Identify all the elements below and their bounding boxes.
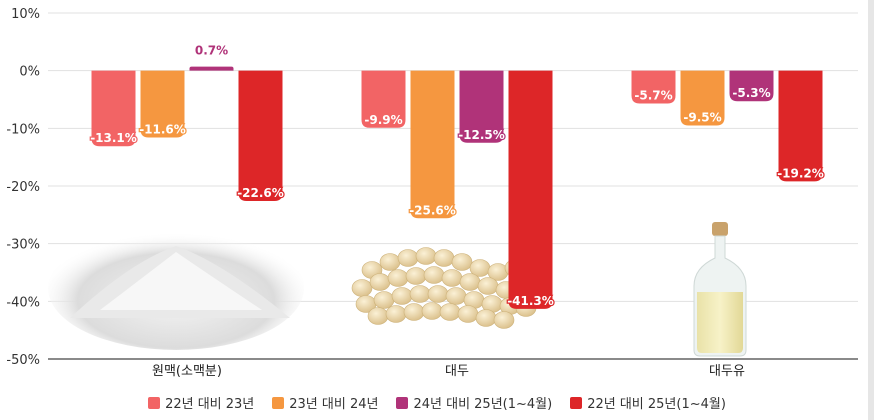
x-tick-label: 대두유: [709, 364, 745, 379]
bar: [459, 70, 504, 143]
bar: [189, 66, 234, 71]
legend-item: 22년 대비 25년(1~4월): [570, 393, 726, 412]
legend-item: 22년 대비 23년: [148, 393, 254, 412]
bar: [140, 70, 185, 138]
scrollbar-track[interactable]: [868, 0, 874, 420]
data-label: -41.3%: [507, 294, 554, 308]
data-label: -13.1%: [90, 131, 137, 145]
data-label: -12.5%: [458, 128, 505, 142]
x-tick-label: 원맥(소맥분): [152, 364, 222, 379]
flour-pile-image: [48, 226, 304, 350]
legend-swatch: [396, 396, 409, 409]
y-tick-label: 10%: [11, 7, 40, 22]
bar: [631, 70, 676, 104]
y-tick-label: -40%: [6, 295, 40, 310]
legend-label: 22년 대비 23년: [165, 397, 255, 412]
data-label: 0.7%: [195, 44, 228, 58]
y-tick-label: -30%: [6, 238, 40, 253]
data-label: -9.5%: [683, 110, 721, 124]
y-tick-label: -10%: [6, 122, 40, 137]
legend-swatch: [570, 396, 583, 409]
bar: [778, 70, 823, 182]
legend-item: 23년 대비 24년: [272, 393, 378, 412]
data-label: -22.6%: [237, 186, 284, 200]
y-tick-label: -50%: [6, 353, 40, 368]
x-tick-label: 대두: [445, 364, 469, 379]
bar: [410, 70, 455, 219]
legend-swatch: [272, 396, 285, 409]
data-label: -25.6%: [409, 203, 456, 217]
legend-label: 23년 대비 24년: [289, 397, 379, 412]
bar: [508, 70, 553, 309]
bar: [238, 70, 283, 201]
y-tick-label: 0%: [19, 65, 40, 80]
bar: [680, 70, 725, 126]
legend-label: 24년 대비 25년(1~4월): [413, 397, 553, 412]
y-tick-label: -20%: [6, 180, 40, 195]
oil-bottle-image: [693, 222, 747, 357]
data-label: -5.7%: [634, 89, 672, 103]
legend-label: 22년 대비 25년(1~4월): [587, 397, 726, 412]
data-label: -11.6%: [139, 123, 186, 137]
bar: [361, 70, 406, 128]
data-label: -5.3%: [732, 86, 770, 100]
soybeans-image: [351, 247, 547, 329]
data-label: -9.9%: [364, 113, 402, 127]
data-label: -19.2%: [777, 166, 824, 180]
legend-item: 24년 대비 25년(1~4월): [396, 393, 552, 412]
bar: [91, 70, 136, 147]
bar: [729, 70, 774, 102]
chart-legend: 22년 대비 23년 23년 대비 24년 24년 대비 25년(1~4월) 22년 …: [0, 393, 874, 412]
legend-swatch: [148, 396, 161, 409]
